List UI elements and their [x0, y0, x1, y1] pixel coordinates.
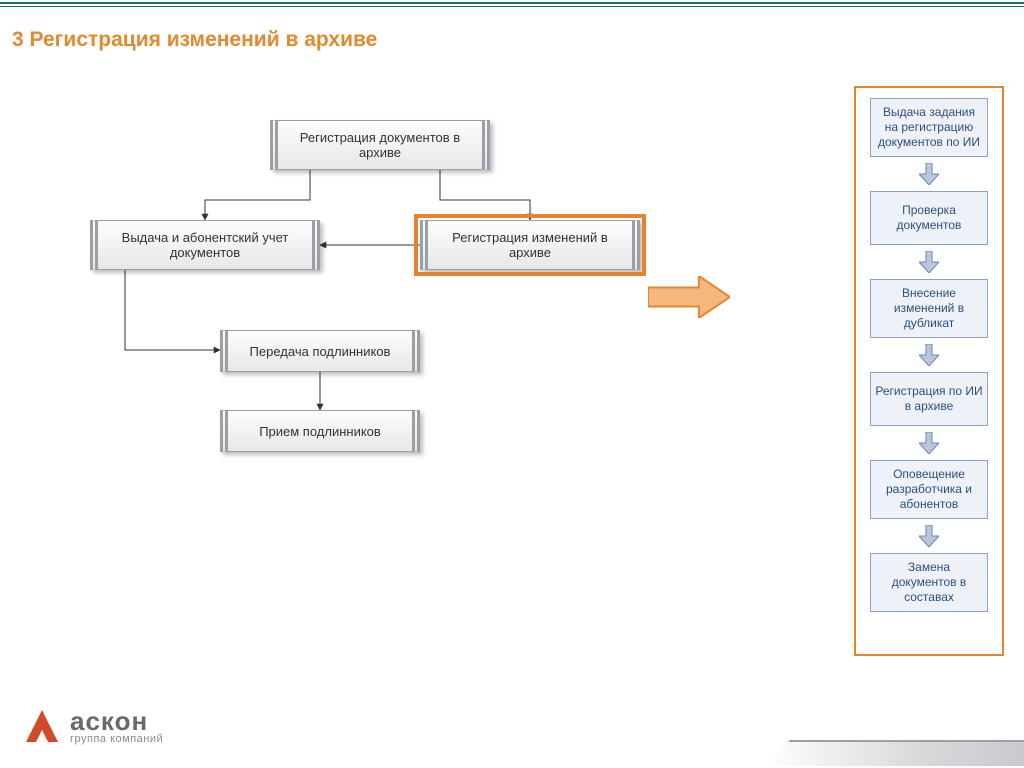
side-arrow-icon — [919, 251, 939, 273]
logo-mark-icon — [22, 706, 62, 746]
flow-node-label: Прием подлинников — [259, 424, 381, 439]
side-step-5: Замена документов в составах — [870, 553, 988, 612]
side-step-2: Внесение изменений в дубликат — [870, 279, 988, 338]
flow-edge-n1-n2 — [205, 170, 310, 220]
flow-node-n3: Регистрация изменений в архиве — [420, 220, 640, 270]
side-step-label: Выдача задания на регистрацию документов… — [875, 105, 983, 150]
side-step-label: Регистрация по ИИ в архиве — [875, 384, 983, 414]
side-step-0: Выдача задания на регистрацию документов… — [870, 98, 988, 157]
side-step-label: Внесение изменений в дубликат — [875, 286, 983, 331]
bottom-right-accent — [764, 740, 1024, 766]
side-arrow-icon — [919, 525, 939, 547]
main-flowchart: Регистрация документов в архиве Выдача и … — [60, 120, 640, 500]
flow-node-label: Регистрация изменений в архиве — [436, 230, 624, 260]
page-title: 3 Регистрация изменений в архиве — [12, 28, 377, 52]
transition-arrow-icon — [648, 276, 730, 318]
flow-node-n2: Выдача и абонентский учет документов — [90, 220, 320, 270]
side-step-label: Оповещение разработчика и абонентов — [875, 467, 983, 512]
side-process-panel: Выдача задания на регистрацию документов… — [854, 86, 1004, 656]
logo-subtitle: группа компаний — [70, 734, 163, 745]
side-arrow-icon — [919, 163, 939, 185]
side-step-1: Проверка документов — [870, 191, 988, 245]
side-step-3: Регистрация по ИИ в архиве — [870, 372, 988, 426]
side-step-4: Оповещение разработчика и абонентов — [870, 460, 988, 519]
flow-edge-n1-n3 — [440, 170, 530, 220]
flow-node-label: Передача подлинников — [250, 344, 391, 359]
flow-node-n5: Прием подлинников — [220, 410, 420, 452]
side-arrow-icon — [919, 432, 939, 454]
logo-wordmark: аскон — [70, 708, 163, 734]
flow-node-n1: Регистрация документов в архиве — [270, 120, 490, 170]
flow-edge-n2-n4 — [125, 270, 220, 350]
flow-node-label: Регистрация документов в архиве — [286, 130, 474, 160]
side-step-label: Замена документов в составах — [875, 560, 983, 605]
logo: аскон группа компаний — [22, 706, 163, 746]
side-step-label: Проверка документов — [875, 203, 983, 233]
flow-node-label: Выдача и абонентский учет документов — [106, 230, 304, 260]
side-arrow-icon — [919, 344, 939, 366]
flow-node-n4: Передача подлинников — [220, 330, 420, 372]
